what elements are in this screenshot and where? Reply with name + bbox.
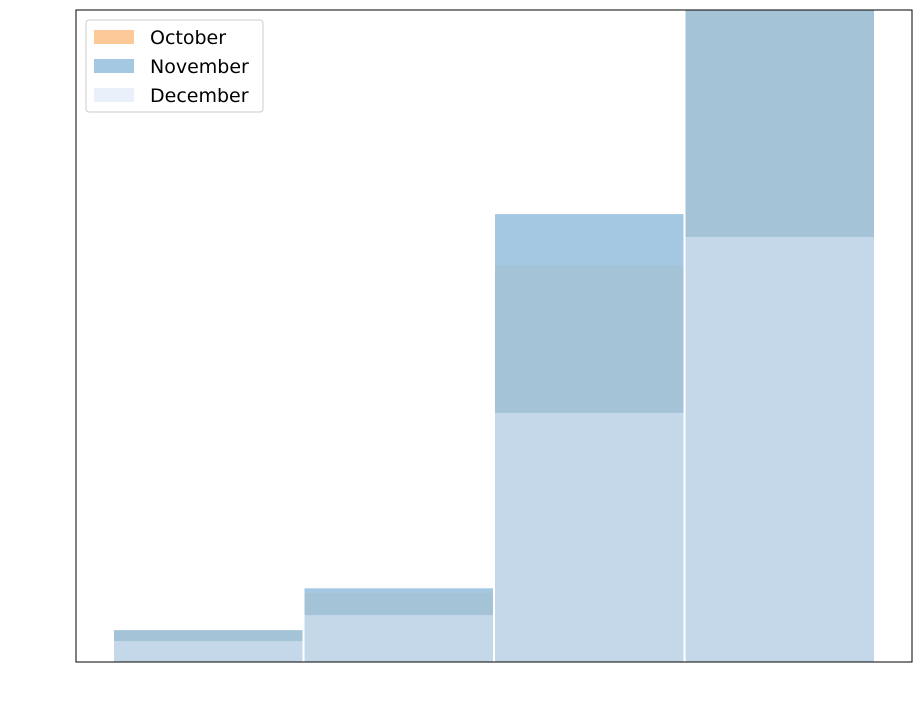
bars-layer bbox=[114, 10, 874, 662]
bar-december-1 bbox=[114, 641, 303, 662]
legend: October November December bbox=[85, 19, 264, 113]
legend-swatch-december bbox=[94, 88, 134, 102]
legend-label-december: December bbox=[150, 85, 249, 107]
legend-swatch-october bbox=[94, 30, 134, 44]
legend-label-october: October bbox=[150, 27, 226, 49]
legend-label-november: November bbox=[150, 56, 249, 78]
bar-december-2 bbox=[304, 615, 493, 662]
plot-frame bbox=[75, 9, 913, 663]
legend-swatch-november bbox=[94, 59, 134, 73]
bar-december-3 bbox=[495, 412, 684, 662]
bar-december-4 bbox=[685, 236, 874, 662]
